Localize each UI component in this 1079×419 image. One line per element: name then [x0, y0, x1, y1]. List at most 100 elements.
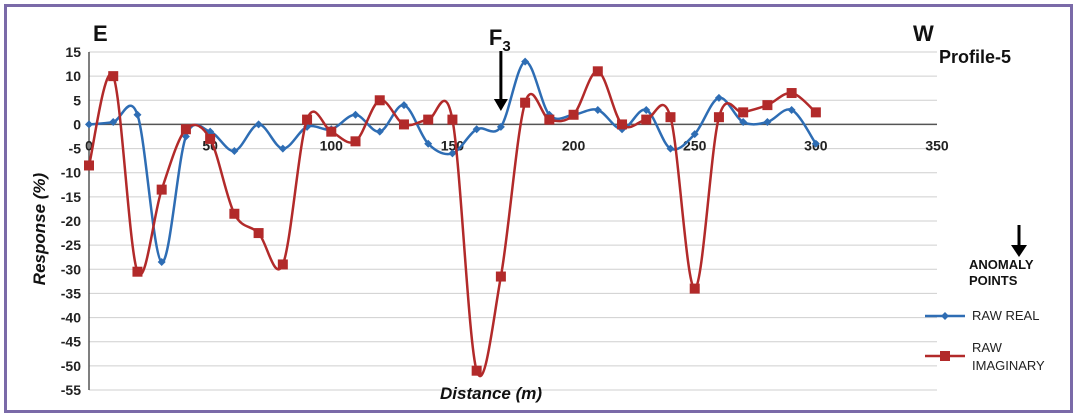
data-point: [398, 119, 409, 130]
data-point: [278, 144, 287, 153]
x-axis-title: Distance (m): [440, 384, 542, 403]
data-point: [544, 114, 555, 125]
data-point: [787, 105, 796, 114]
data-point: [810, 107, 821, 118]
y-tick-label: -20: [61, 213, 81, 229]
data-point: [180, 124, 191, 135]
anomaly-arrow-head: [493, 99, 508, 111]
data-point: [448, 149, 457, 158]
data-point: [665, 112, 676, 123]
data-point: [374, 95, 385, 106]
data-point: [254, 120, 263, 129]
data-point: [714, 93, 723, 102]
data-point: [593, 105, 602, 114]
x-tick-label: 250: [683, 137, 707, 153]
y-tick-label: -10: [61, 165, 81, 181]
data-point: [447, 114, 458, 125]
anomaly-label-letter: F: [489, 25, 502, 50]
data-point: [690, 130, 699, 139]
legend-item-2: RAW IMAGINARY: [925, 340, 1045, 373]
data-point: [763, 118, 772, 127]
y-tick-label: -45: [61, 334, 81, 350]
data-point: [230, 146, 239, 155]
y-tick-label: -50: [61, 358, 81, 374]
data-point: [181, 132, 190, 141]
legend-swatch-marker: [940, 351, 950, 361]
data-point: [786, 88, 797, 99]
anomaly-label-subscript: 3: [502, 38, 510, 55]
legend: ANOMALY POINTS RAW REAL RAW IMAGINARY: [925, 225, 1045, 373]
data-point: [85, 120, 93, 129]
y-tick-label: 5: [73, 92, 81, 108]
y-tick-label: 15: [65, 44, 81, 60]
legend-anomaly-arrow-icon: [1011, 225, 1027, 257]
data-point: [642, 105, 651, 114]
data-point: [424, 139, 433, 148]
grid: [88, 51, 937, 391]
data-point: [229, 208, 240, 219]
x-tick-label: 350: [925, 137, 949, 153]
y-tick-label: -5: [69, 141, 82, 157]
data-point: [84, 160, 94, 171]
data-point: [351, 110, 360, 119]
anomaly-label: F3: [489, 25, 511, 55]
data-point: [568, 109, 579, 120]
direction-label-west: W: [913, 21, 934, 46]
data-point: [471, 365, 482, 376]
legend-swatch-marker: [941, 312, 949, 320]
y-tick-label: 10: [65, 68, 81, 84]
series-2: [84, 66, 821, 378]
data-point: [302, 114, 313, 125]
series-layer: [84, 57, 821, 378]
data-point: [326, 126, 337, 137]
data-point: [108, 71, 119, 82]
data-point: [350, 136, 361, 147]
y-tick-label: 0: [73, 116, 81, 132]
data-point: [641, 114, 652, 125]
data-point: [375, 127, 384, 136]
x-tick-label: 200: [562, 137, 586, 153]
y-tick-label: -40: [61, 310, 81, 326]
y-tick-label: -30: [61, 261, 81, 277]
series-line: [88, 60, 817, 264]
x-tick-label: 0: [85, 137, 93, 153]
chart-frame: 15 10 5 0 -5 -10 -15 -20 -25 -30 -35 -40 -45 -50 -55 0…: [4, 4, 1073, 413]
data-point: [206, 127, 215, 136]
chart-title: Profile-5: [939, 47, 1011, 67]
y-tick-label: -15: [61, 189, 81, 205]
data-point: [253, 228, 264, 239]
data-point: [739, 118, 748, 127]
data-point: [109, 118, 118, 127]
data-point: [666, 144, 675, 153]
data-point: [617, 119, 628, 130]
legend-anomaly-word: ANOMALY: [969, 257, 1034, 272]
data-point: [521, 57, 530, 66]
data-point: [811, 139, 820, 148]
data-point: [472, 125, 481, 134]
direction-label-east: E: [93, 21, 108, 46]
data-point: [520, 97, 531, 108]
y-tick-label: -35: [61, 285, 81, 301]
data-point: [205, 133, 216, 144]
legend-item-1: RAW REAL: [925, 308, 1039, 323]
data-point: [496, 122, 505, 131]
y-axis-ticks: 15 10 5 0 -5 -10 -15 -20 -25 -30 -35 -40 -45 -50 -55: [61, 44, 81, 398]
data-point: [157, 258, 166, 267]
legend-label: RAW REAL: [972, 308, 1039, 323]
x-tick-label: 100: [320, 137, 344, 153]
legend-anomaly-word: POINTS: [969, 273, 1018, 288]
y-tick-label: -25: [61, 237, 81, 253]
data-point: [133, 110, 142, 119]
data-point: [592, 66, 603, 77]
data-point: [156, 184, 167, 195]
y-tick-label: -55: [61, 382, 81, 398]
series-line: [87, 70, 817, 378]
data-point: [495, 271, 506, 282]
legend-anomaly-label: ANOMALY POINTS: [969, 257, 1034, 288]
anomaly-marker: F3: [489, 25, 511, 111]
data-point: [762, 100, 773, 111]
y-axis-title: Response (%): [30, 172, 49, 285]
data-point: [423, 114, 434, 125]
legend-label: RAW IMAGINARY: [972, 340, 1045, 373]
data-point: [713, 112, 724, 123]
